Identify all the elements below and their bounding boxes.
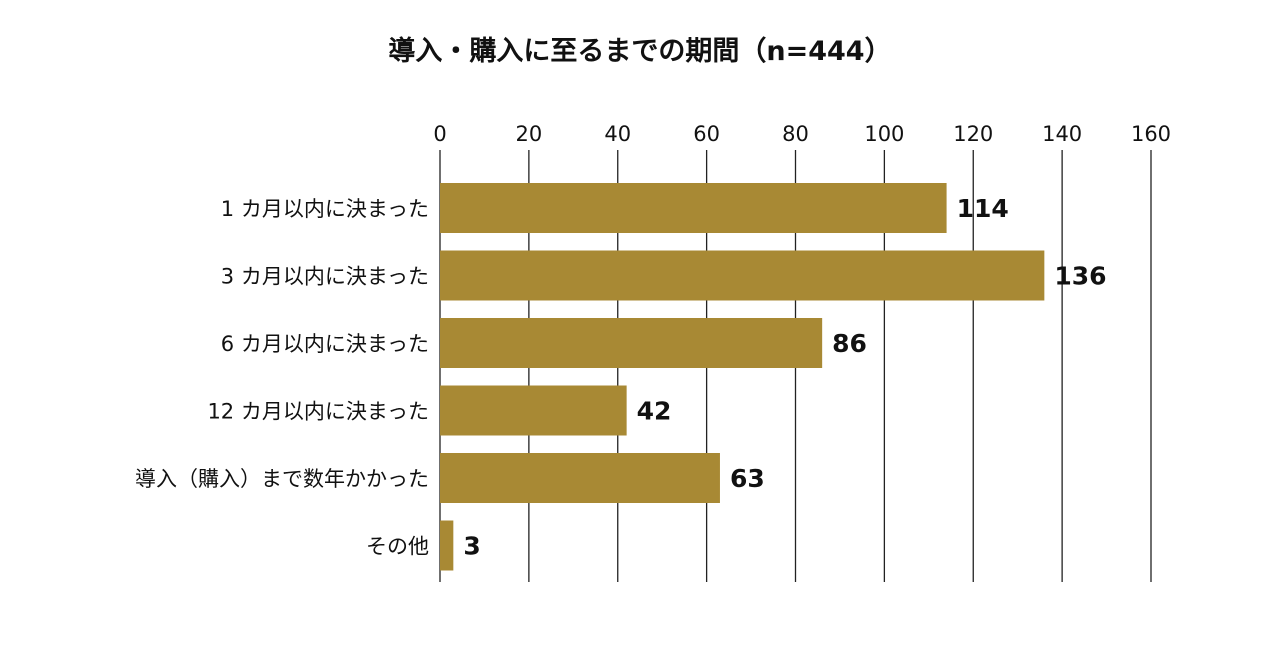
x-tick-label: 0 [433, 122, 446, 146]
x-tick-label: 20 [516, 122, 543, 146]
x-tick-label: 120 [953, 122, 993, 146]
x-axis-ticks: 0 20 40 60 80 100 120 140 160 [433, 122, 1171, 146]
category-label: 3 カ月以内に決まった [221, 265, 429, 289]
x-tick-label: 160 [1131, 122, 1171, 146]
bar [440, 183, 947, 233]
x-tick-label: 60 [693, 122, 720, 146]
bar [440, 520, 454, 571]
data-label: 86 [832, 329, 867, 358]
x-tick-label: 80 [782, 122, 809, 146]
data-label: 136 [1054, 262, 1106, 291]
bars [440, 183, 1045, 571]
value-labels: 114 136 86 42 63 3 [463, 194, 1106, 561]
category-label: 6 カ月以内に決まった [221, 332, 429, 356]
bar [440, 385, 627, 436]
category-label: その他 [366, 535, 429, 559]
bar [440, 250, 1045, 301]
x-tick-label: 140 [1042, 122, 1082, 146]
x-tick-label: 40 [604, 122, 631, 146]
category-label: 導入（購入）まで数年かかった [135, 467, 429, 491]
data-label: 42 [637, 397, 672, 426]
category-label: 12 カ月以内に決まった [207, 400, 429, 424]
x-tick-label: 100 [864, 122, 904, 146]
category-labels: 1 カ月以内に決まった 3 カ月以内に決まった 6 カ月以内に決まった 12 カ月以内… [135, 197, 429, 559]
bar [440, 318, 823, 368]
data-label: 114 [957, 194, 1009, 223]
chart-title: 導入・購入に至るまでの期間（n=444） [388, 35, 891, 67]
data-label: 3 [463, 532, 480, 561]
category-label: 1 カ月以内に決まった [221, 197, 429, 221]
data-label: 63 [730, 464, 765, 493]
bar [440, 453, 720, 503]
